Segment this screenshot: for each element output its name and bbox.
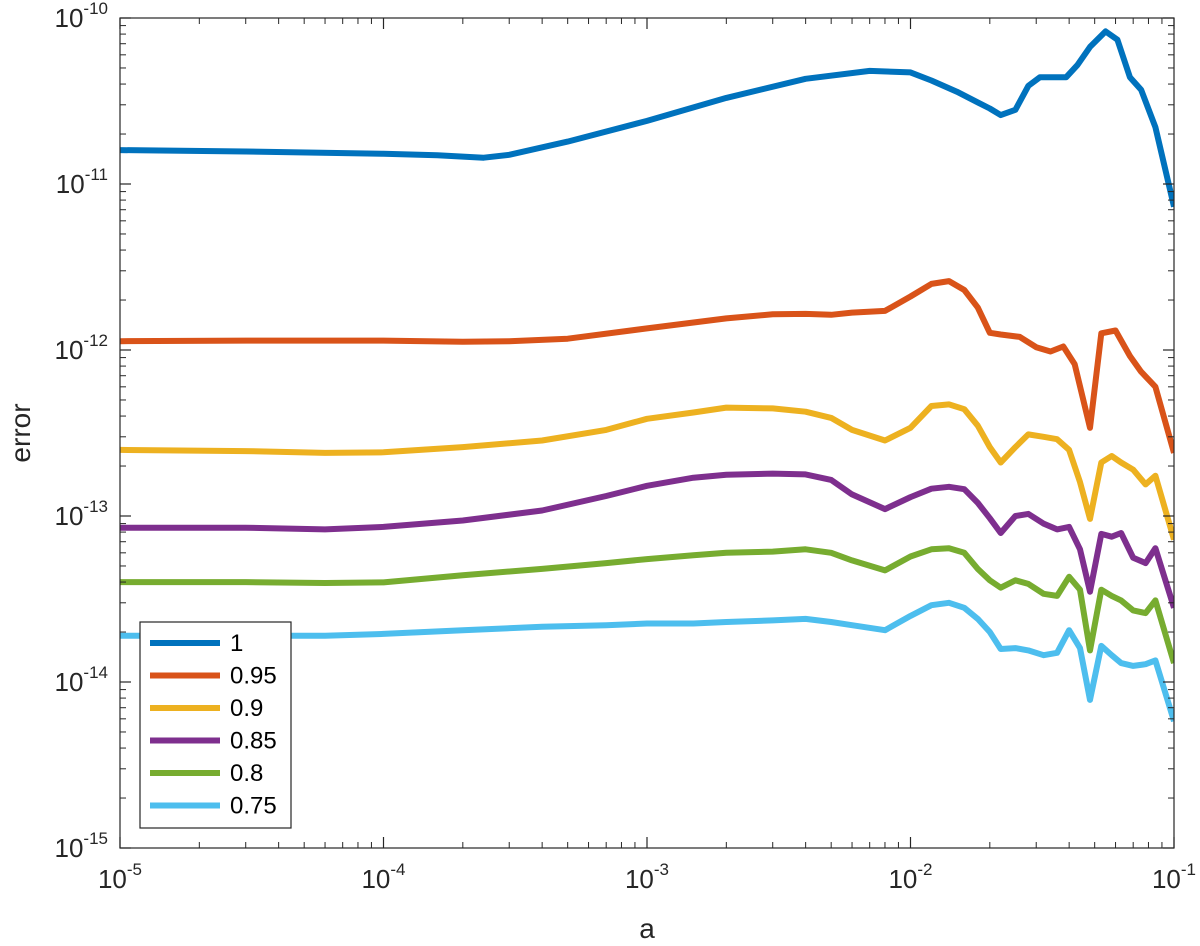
x-tick-label: 10-3 bbox=[625, 860, 669, 894]
series-line-0-75 bbox=[120, 599, 1174, 723]
plot-area bbox=[120, 18, 1174, 848]
legend-label: 0.95 bbox=[230, 663, 277, 690]
series-line-0-85 bbox=[120, 470, 1174, 609]
series-line-1 bbox=[120, 28, 1174, 208]
legend-item: 0.9 bbox=[150, 695, 263, 722]
x-tick-label: 10-2 bbox=[888, 860, 932, 894]
legend-label: 0.9 bbox=[230, 695, 263, 722]
x-tick-label: 10-5 bbox=[98, 860, 142, 894]
series-line-0-9 bbox=[120, 401, 1174, 541]
y-tick-label: 10-10 bbox=[55, 0, 109, 33]
series-line-0-8 bbox=[120, 545, 1174, 664]
y-tick-label: 10-13 bbox=[55, 497, 109, 531]
y-tick-label: 10-14 bbox=[55, 663, 109, 697]
legend: 1 0.95 0.9 0.85 0.8 0.75 bbox=[139, 621, 292, 829]
legend-item: 0.85 bbox=[150, 728, 277, 755]
legend-box bbox=[139, 621, 292, 829]
y-tick-label: 10-12 bbox=[55, 331, 109, 365]
x-tick-label: 10-4 bbox=[361, 860, 405, 894]
x-axis-label: a bbox=[639, 913, 655, 944]
legend-item: 0.8 bbox=[150, 760, 263, 787]
y-tick-label: 10-11 bbox=[56, 165, 108, 199]
series-line-0-95 bbox=[120, 278, 1174, 454]
legend-item: 0.75 bbox=[150, 793, 277, 820]
y-tick-label: 10-15 bbox=[55, 829, 109, 863]
x-tick-label: 10-1 bbox=[1152, 860, 1196, 894]
legend-item: 1 bbox=[150, 630, 243, 657]
y-axis-label: error bbox=[5, 403, 36, 462]
legend-label: 0.75 bbox=[230, 793, 277, 820]
legend-label: 0.8 bbox=[230, 760, 263, 787]
legend-label: 0.85 bbox=[230, 728, 277, 755]
legend-label: 1 bbox=[230, 630, 243, 657]
legend-item: 0.95 bbox=[150, 663, 277, 690]
